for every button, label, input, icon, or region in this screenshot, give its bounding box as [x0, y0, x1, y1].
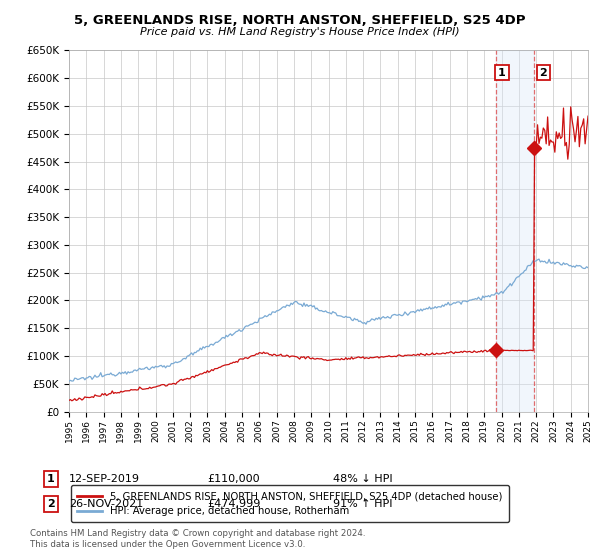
Text: 2: 2 [539, 68, 547, 78]
Text: 12-SEP-2019: 12-SEP-2019 [69, 474, 140, 484]
Text: £110,000: £110,000 [207, 474, 260, 484]
Text: 91% ↑ HPI: 91% ↑ HPI [333, 499, 392, 509]
Legend: 5, GREENLANDS RISE, NORTH ANSTON, SHEFFIELD, S25 4DP (detached house), HPI: Aver: 5, GREENLANDS RISE, NORTH ANSTON, SHEFFI… [71, 485, 509, 522]
Text: 1: 1 [498, 68, 506, 78]
Text: Contains HM Land Registry data © Crown copyright and database right 2024.
This d: Contains HM Land Registry data © Crown c… [30, 529, 365, 549]
Text: 26-NOV-2021: 26-NOV-2021 [69, 499, 143, 509]
Text: 1: 1 [47, 474, 55, 484]
Text: 48% ↓ HPI: 48% ↓ HPI [333, 474, 392, 484]
Text: £474,999: £474,999 [207, 499, 260, 509]
Text: Price paid vs. HM Land Registry's House Price Index (HPI): Price paid vs. HM Land Registry's House … [140, 27, 460, 37]
Bar [496, 50, 535, 412]
Text: 2: 2 [47, 499, 55, 509]
Text: 5, GREENLANDS RISE, NORTH ANSTON, SHEFFIELD, S25 4DP: 5, GREENLANDS RISE, NORTH ANSTON, SHEFFI… [74, 14, 526, 27]
